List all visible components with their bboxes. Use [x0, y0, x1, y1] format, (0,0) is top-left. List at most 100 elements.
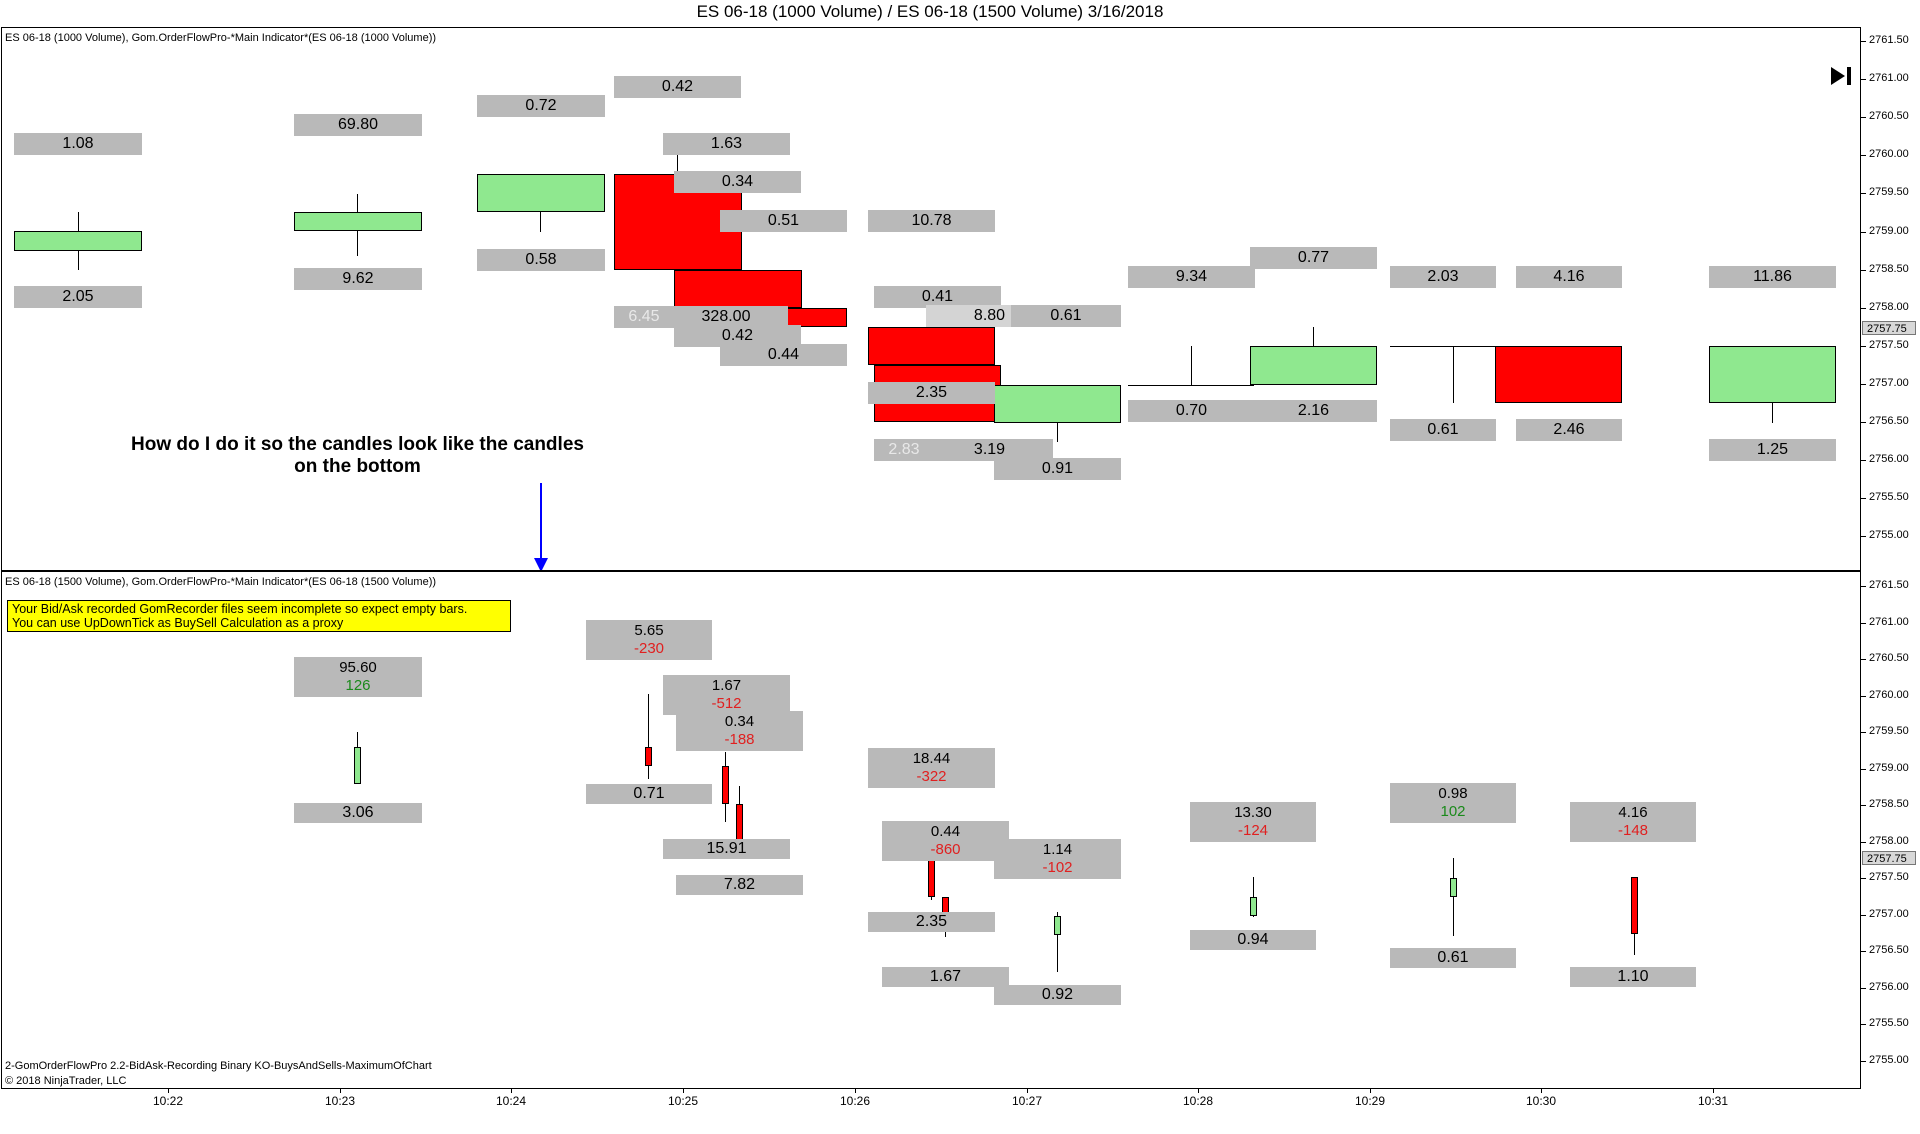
- time-tick-label: 10:22: [152, 1094, 184, 1108]
- candle-doji: [1390, 346, 1496, 347]
- candle-up[interactable]: [354, 747, 361, 784]
- down-arrow-icon: [534, 558, 548, 570]
- price-tick: [1860, 383, 1866, 385]
- annotation-line-1: How do I do it so the candles look like …: [131, 434, 584, 455]
- time-tick: [855, 1088, 856, 1093]
- down-arrow-line: [540, 483, 542, 559]
- price-tick-label: 2760.00: [1869, 688, 1909, 701]
- time-tick-label: 10:25: [667, 1094, 699, 1108]
- top-chart-panel[interactable]: ES 06-18 (1000 Volume), Gom.OrderFlowPro…: [1, 27, 1861, 571]
- price-tick: [1860, 659, 1866, 660]
- bottom-chart-panel[interactable]: ES 06-18 (1500 Volume), Gom.OrderFlowPro…: [1, 571, 1861, 1089]
- price-tick-label: 2760.50: [1869, 110, 1909, 123]
- price-tick-label: 2758.50: [1869, 262, 1909, 275]
- value-box: 1.10: [1570, 967, 1696, 987]
- price-axis-bottom[interactable]: 2761.50 2761.00 2760.50 2760.00 2759.50 2759.…: [1860, 571, 1920, 1089]
- value-box: 0.42: [614, 76, 741, 98]
- value-box: 9.34: [1128, 266, 1255, 288]
- time-tick-label: 10:29: [1354, 1094, 1386, 1108]
- value-box: 1.63: [663, 133, 790, 155]
- price-tick: [1860, 269, 1866, 271]
- value-box: 0.71: [586, 784, 712, 804]
- value-box: 328.00: [664, 306, 788, 328]
- candle-up[interactable]: [1250, 346, 1377, 385]
- price-tick: [1860, 805, 1866, 806]
- time-tick: [168, 1088, 169, 1093]
- candle-up[interactable]: [1054, 916, 1061, 935]
- value-box: 9.62: [294, 268, 422, 290]
- value-box: 0.44: [720, 344, 847, 366]
- candle-up[interactable]: [1450, 878, 1457, 897]
- value-box: 15.91: [663, 839, 790, 859]
- value-box: 0.91: [994, 458, 1121, 480]
- price-tick-label: 2756.50: [1869, 415, 1909, 427]
- bottom-panel-label: ES 06-18 (1500 Volume), Gom.OrderFlowPro…: [5, 576, 437, 588]
- value-box: 2.35: [868, 912, 995, 932]
- price-tick-label: 2755.50: [1869, 491, 1909, 504]
- price-tick-label: 2757.50: [1869, 338, 1909, 351]
- volume-value: 1.14: [1042, 841, 1073, 858]
- delta-box: 1.67 -512: [663, 675, 790, 715]
- price-tick: [1860, 498, 1866, 500]
- time-tick-label: 10:23: [324, 1094, 356, 1108]
- price-tick-label: 2756.50: [1869, 944, 1909, 956]
- price-tick: [1860, 193, 1866, 195]
- candle-down[interactable]: [928, 860, 935, 897]
- time-tick: [683, 1088, 684, 1093]
- candle-up[interactable]: [294, 212, 422, 231]
- price-tick-label: 2761.50: [1869, 579, 1909, 591]
- value-box: 0.61: [1390, 419, 1496, 441]
- time-tick-label: 10:30: [1525, 1094, 1557, 1108]
- price-tick: [1860, 41, 1866, 42]
- candle-wick: [1453, 858, 1454, 936]
- candle-wick: [1453, 346, 1454, 403]
- value-box: 0.34: [674, 171, 801, 193]
- candle-down[interactable]: [1495, 346, 1622, 403]
- candle-down[interactable]: [1631, 877, 1638, 934]
- candle-up[interactable]: [1709, 346, 1836, 403]
- price-tick-label: 2760.00: [1869, 148, 1909, 161]
- candle-up[interactable]: [14, 231, 142, 251]
- price-tick-label: 2756.00: [1869, 453, 1909, 466]
- skip-to-end-icon[interactable]: [1829, 65, 1853, 87]
- volume-value: 4.16: [1618, 804, 1648, 821]
- volume-value: 0.98: [1438, 785, 1468, 802]
- current-price-marker: 2757.75: [1862, 321, 1916, 335]
- annotation-line-2: on the bottom: [294, 456, 421, 477]
- candle-down[interactable]: [645, 747, 652, 766]
- value-box: 0.61: [1011, 305, 1121, 327]
- delta-box: 0.44 -860: [882, 821, 1009, 861]
- value-box: 0.61: [1390, 948, 1516, 968]
- candle-down[interactable]: [736, 804, 743, 840]
- price-tick-label: 2760.50: [1869, 652, 1909, 664]
- price-axis-top[interactable]: 2761.50 2761.00 2760.50 2760.00 2759.50 2759.…: [1860, 27, 1920, 571]
- candle-up[interactable]: [477, 174, 605, 212]
- delta-box: 95.60 126: [294, 657, 422, 697]
- candle-down[interactable]: [868, 327, 995, 365]
- candle-down[interactable]: [674, 270, 802, 308]
- candle-down[interactable]: [722, 766, 729, 804]
- time-tick-label: 10:28: [1182, 1094, 1214, 1108]
- volume-value: 18.44: [912, 750, 951, 767]
- price-tick: [1860, 79, 1866, 81]
- candle-wick: [677, 153, 678, 173]
- candle-up[interactable]: [1250, 897, 1257, 916]
- annotation-text: How do I do it so the candles look like …: [120, 434, 595, 478]
- time-tick: [1370, 1088, 1371, 1093]
- candle-wick: [1313, 327, 1314, 347]
- value-box: 4.16: [1516, 266, 1622, 288]
- volume-value: 0.34: [724, 713, 755, 730]
- candle-wick: [1057, 422, 1058, 442]
- candle-up[interactable]: [994, 385, 1121, 423]
- price-tick-label: 2757.00: [1869, 376, 1909, 389]
- copyright-footer: © 2018 NinjaTrader, LLC: [5, 1075, 127, 1087]
- time-tick-label: 10:24: [495, 1094, 527, 1108]
- price-tick: [1860, 622, 1866, 624]
- delta-box: 0.98 102: [1390, 783, 1516, 823]
- price-tick: [1860, 345, 1866, 347]
- value-box: 0.41: [874, 286, 1001, 308]
- value-box: 0.58: [477, 249, 605, 271]
- delta-box: 4.16 -148: [1570, 802, 1696, 842]
- value-box: 10.78: [868, 210, 995, 232]
- time-tick-label: 10:27: [1011, 1094, 1043, 1108]
